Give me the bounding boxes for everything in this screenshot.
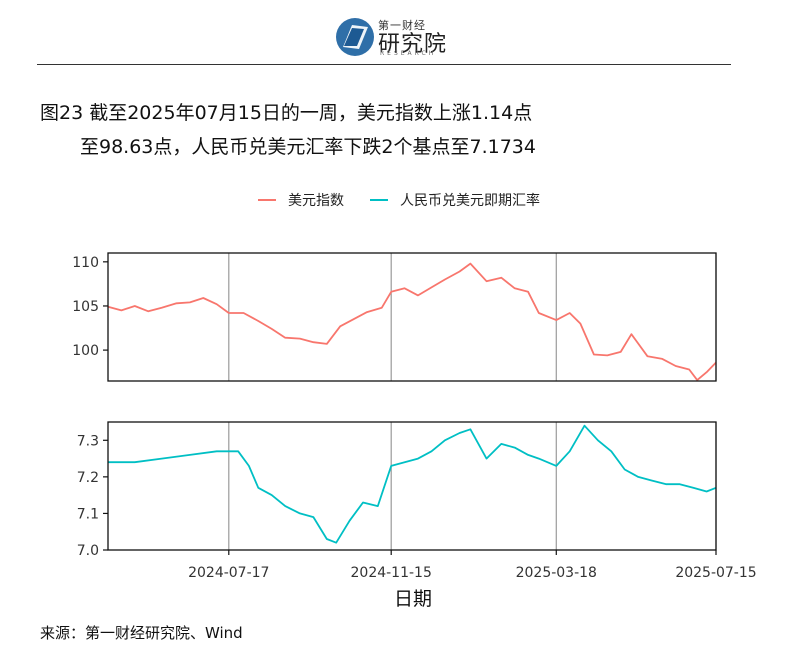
panel-border xyxy=(107,252,717,382)
y-tick-label: 100 xyxy=(72,343,99,359)
logo-mark-icon xyxy=(336,18,374,56)
logo-name: 研究院 xyxy=(378,32,448,57)
panel-usd-index: 100 105 110 xyxy=(72,252,717,382)
x-tick-label: 2025-03-18 xyxy=(516,565,597,581)
x-axis-label: 日期 xyxy=(394,588,432,610)
legend: 美元指数 人民币兑美元即期汇率 xyxy=(258,192,540,209)
panel-cny-rate: 7.0 7.1 7.2 7.3 xyxy=(77,421,717,559)
figure-title-line2: 至98.63点，人民币兑美元汇率下跌2个基点至7.1734 xyxy=(80,136,536,158)
series-line-cny-rate xyxy=(108,424,717,544)
x-tick-label: 2025-07-15 xyxy=(675,565,756,581)
y-tick-label: 7.2 xyxy=(77,470,99,486)
x-axis: 2024-07-17 2024-11-15 2025-03-18 2025-07-15 xyxy=(188,550,757,581)
source-note: 来源：第一财经研究院、Wind xyxy=(40,624,243,642)
y-tick-label: 7.0 xyxy=(77,543,99,559)
figure-title: 图23 截至2025年07月15日的一周，美元指数上涨1.14点 至98.63点… xyxy=(40,96,536,164)
panel-border xyxy=(107,421,717,551)
figure-title-line1: 图23 截至2025年07月15日的一周，美元指数上涨1.14点 xyxy=(40,102,533,124)
series-line-usd-index xyxy=(107,262,717,382)
header-divider xyxy=(37,64,731,65)
legend-label-usd: 美元指数 xyxy=(288,193,344,209)
logo-en-text: RESEARCH xyxy=(380,50,437,57)
x-tick-label: 2024-11-15 xyxy=(351,565,432,581)
y-tick-label: 7.3 xyxy=(77,433,99,449)
logo-sub-text: 第一财经 xyxy=(378,19,426,32)
y-tick-label: 7.1 xyxy=(77,506,99,522)
legend-label-cny: 人民币兑美元即期汇率 xyxy=(400,192,540,209)
x-tick-label: 2024-07-17 xyxy=(188,565,269,581)
y-tick-label: 105 xyxy=(72,299,99,315)
y-tick-label: 110 xyxy=(72,255,99,271)
